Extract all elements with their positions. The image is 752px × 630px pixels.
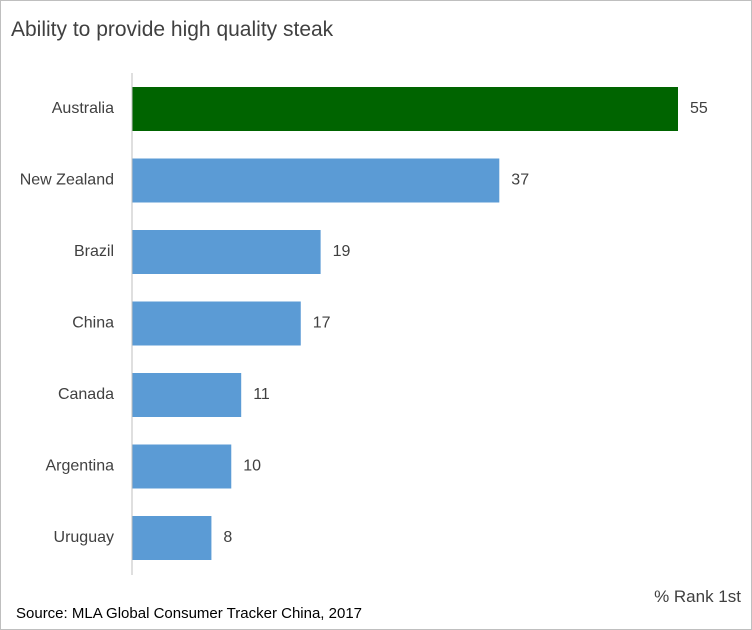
bar-australia — [132, 87, 678, 131]
bar-brazil — [132, 230, 321, 274]
value-label-new-zealand: 37 — [511, 172, 529, 189]
source-note: Source: MLA Global Consumer Tracker Chin… — [16, 605, 363, 622]
category-label-brazil: Brazil — [74, 243, 114, 260]
value-label-brazil: 19 — [333, 243, 351, 260]
category-label-uruguay: Uruguay — [54, 529, 114, 546]
value-label-uruguay: 8 — [223, 529, 232, 546]
value-label-argentina: 10 — [243, 458, 261, 475]
category-label-new-zealand: New Zealand — [20, 172, 114, 189]
category-label-australia: Australia — [52, 100, 114, 117]
bar-china — [132, 301, 301, 346]
value-label-china: 17 — [313, 315, 331, 332]
bar-argentina — [132, 444, 232, 489]
value-labels-group: 55 37 19 17 11 10 8 — [223, 100, 707, 546]
value-label-australia: 55 — [690, 100, 708, 117]
category-label-argentina: Argentina — [46, 458, 115, 475]
unit-label: % Rank 1st — [654, 587, 741, 606]
chart-title: Ability to provide high quality steak — [11, 18, 334, 41]
bar-canada — [132, 373, 242, 417]
bar-uruguay — [132, 516, 212, 560]
bar-new-zealand — [132, 158, 500, 203]
bars-group — [132, 87, 678, 560]
value-label-canada: 11 — [253, 386, 270, 403]
category-labels-group: Australia New Zealand Brazil China Canada Arg… — [20, 100, 114, 546]
category-label-canada: Canada — [58, 386, 114, 403]
category-label-china: China — [72, 315, 114, 332]
